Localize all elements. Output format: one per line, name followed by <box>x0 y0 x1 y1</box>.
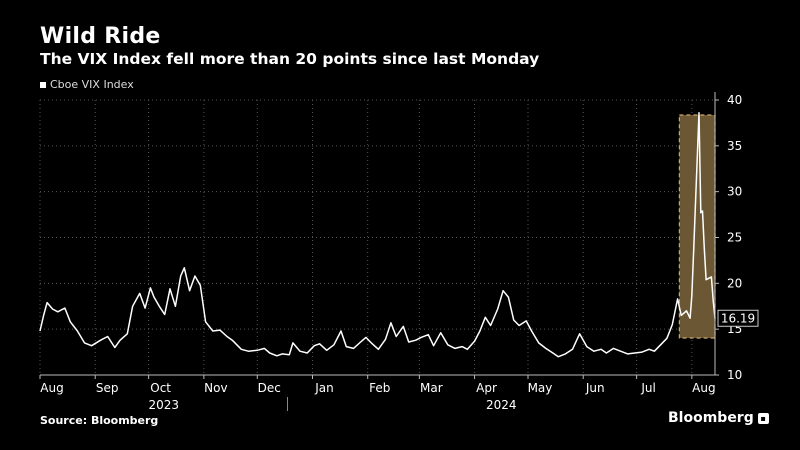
chart-title: Wild Ride <box>40 24 161 49</box>
brand-name: Bloomberg <box>668 410 754 426</box>
x-tick-label-5: Jan <box>314 381 334 395</box>
x-tick-label-9: May <box>528 381 553 395</box>
series-line-0 <box>39 112 716 358</box>
y-tick-label-40: 40 <box>727 93 742 107</box>
chart-subtitle: The VIX Index fell more than 20 points s… <box>40 50 540 68</box>
y-tick-label-35: 35 <box>727 139 742 153</box>
x-tick-label-4: Dec <box>258 381 281 395</box>
x-tick-label-7: Mar <box>420 381 443 395</box>
year-label-2023: 2023 <box>148 398 179 412</box>
x-tick-label-6: Feb <box>369 381 390 395</box>
y-tick-label-25: 25 <box>727 231 742 245</box>
legend-swatch <box>40 81 46 88</box>
y-tick-label-20: 20 <box>727 276 742 290</box>
legend-label: Cboe VIX Index <box>50 78 134 91</box>
x-tick-label-8: Apr <box>476 381 497 395</box>
y-tick-label-30: 30 <box>727 185 742 199</box>
y-tick-label-10: 10 <box>727 368 742 382</box>
last-value-box <box>717 309 759 327</box>
x-tick-label-2: Oct <box>150 381 171 395</box>
brand-logo: Bloomberg ▪ <box>668 410 769 426</box>
x-tick-label-11: Jul <box>640 381 655 395</box>
last-value-label: 16.19 <box>721 311 755 325</box>
bloomberg-terminal-icon: ▪ <box>757 412 769 424</box>
x-tick-label-1: Sep <box>96 381 119 395</box>
year-label-2024: 2024 <box>486 398 517 412</box>
x-tick-label-10: Jun <box>585 381 605 395</box>
x-tick-label-12: Aug <box>692 381 715 395</box>
x-tick-label-3: Nov <box>204 381 227 395</box>
source-note: Source: Bloomberg <box>40 414 159 427</box>
x-tick-label-0: Aug <box>40 381 63 395</box>
legend: Cboe VIX Index <box>40 78 134 91</box>
